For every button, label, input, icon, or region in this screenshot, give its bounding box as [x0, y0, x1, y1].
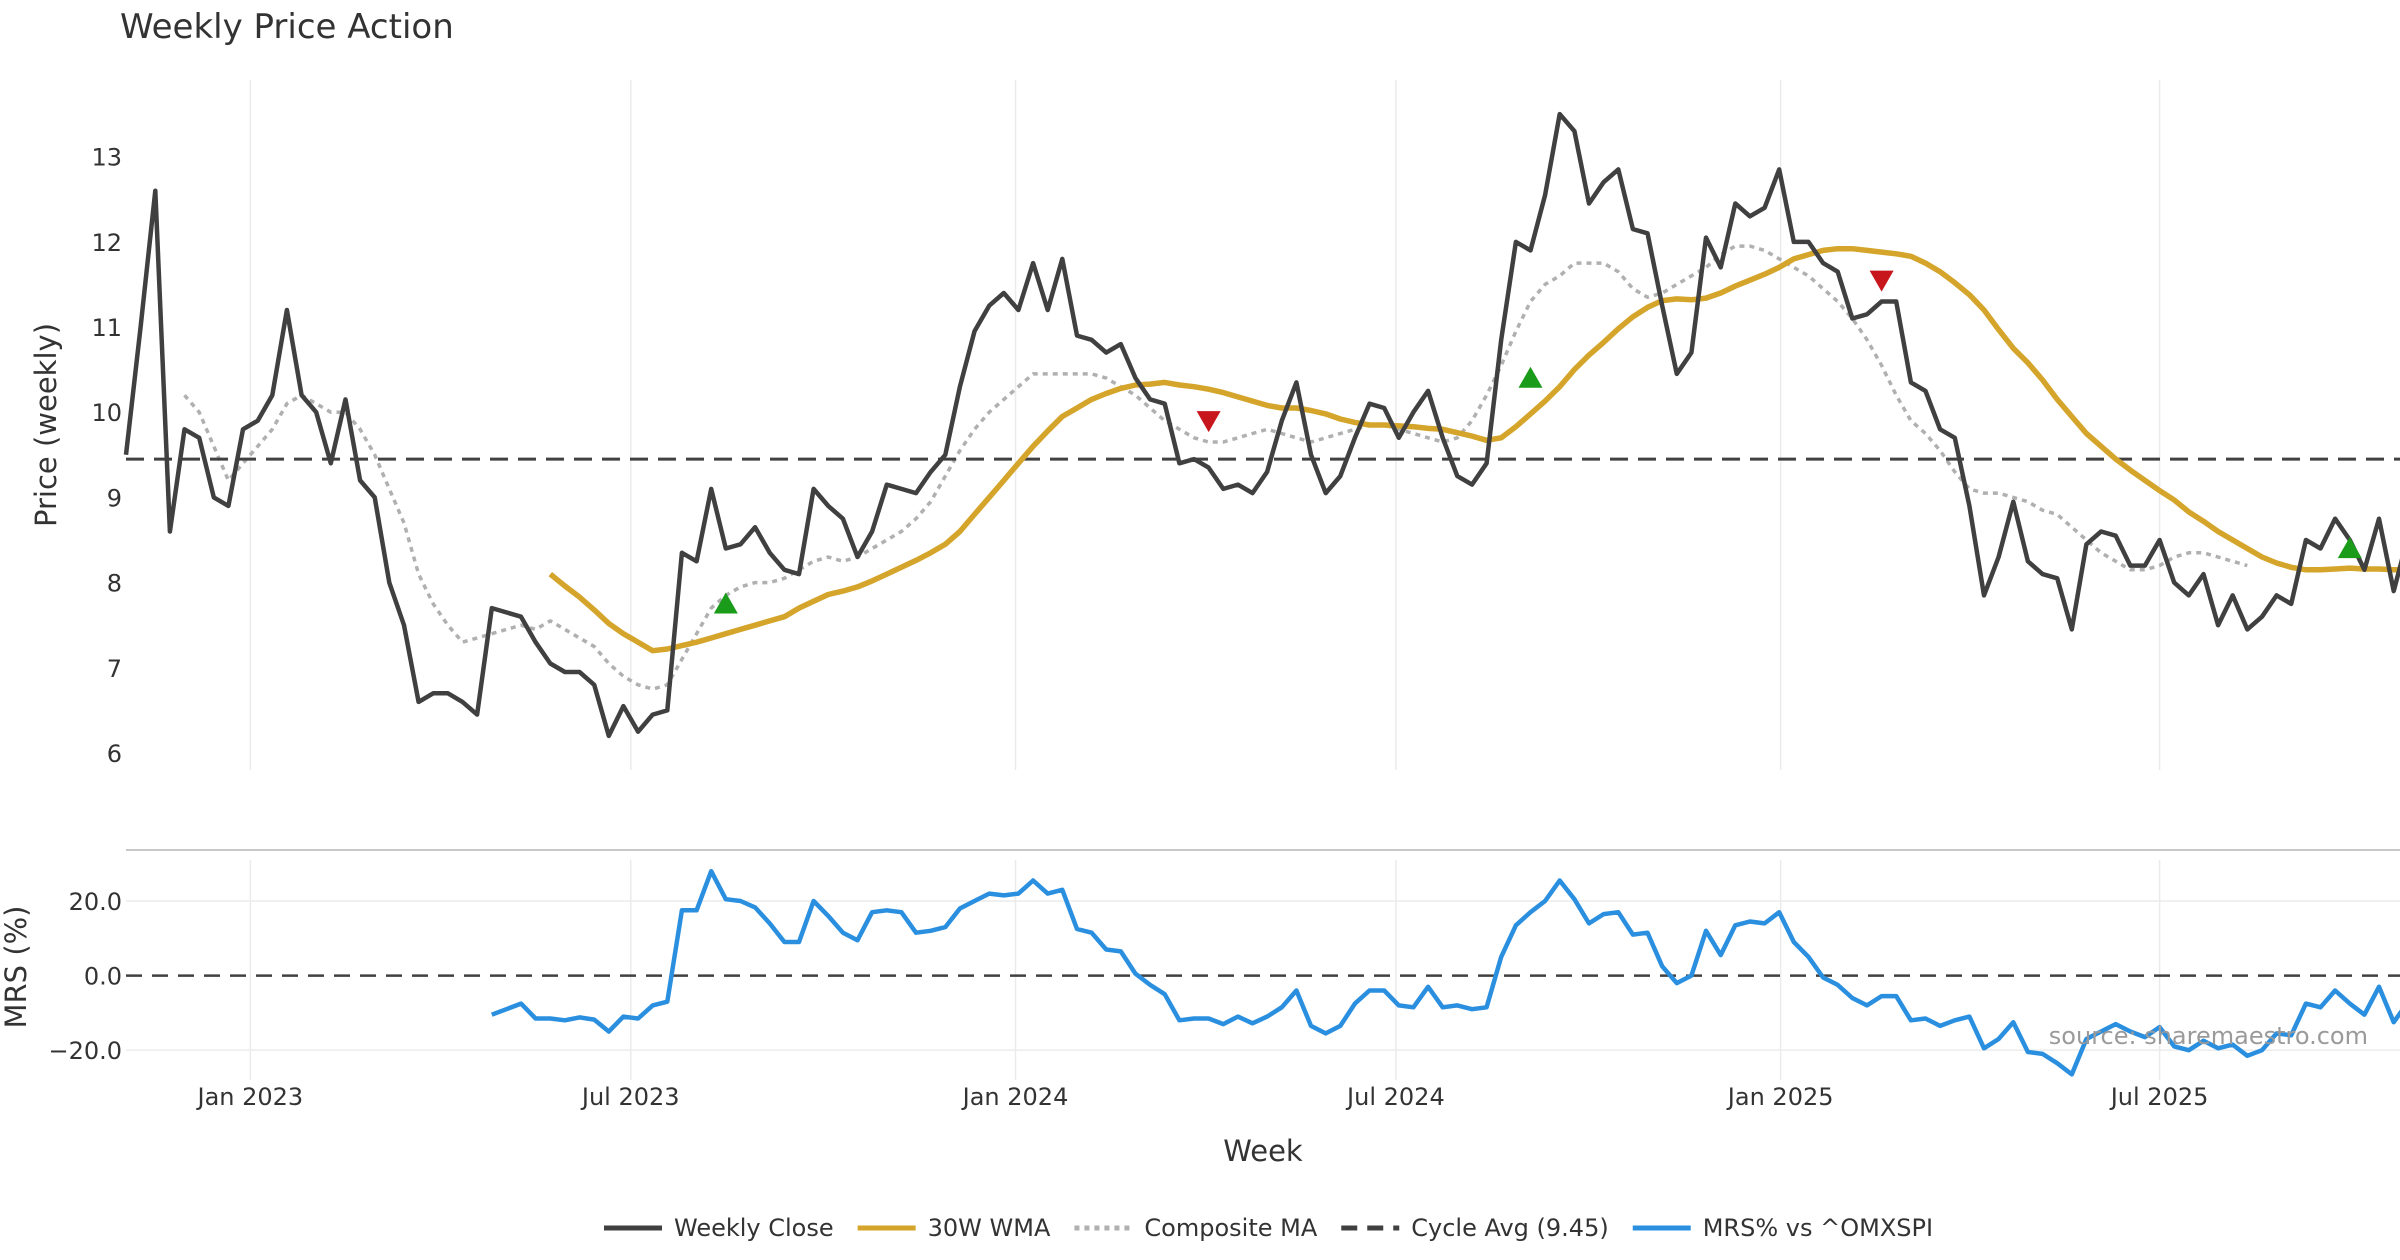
legend-label: Composite MA — [1144, 1214, 1317, 1242]
sell-signal-marker — [1869, 270, 1894, 292]
price-y-tick: 13 — [91, 144, 122, 172]
wma-30w-line — [548, 245, 2400, 654]
price-y-tick-labels: 6 7 8 9 10 11 12 13 — [91, 144, 122, 768]
price-y-tick: 12 — [91, 229, 122, 257]
mrs-gridlines — [126, 860, 2400, 1080]
legend-label: Cycle Avg (9.45) — [1411, 1214, 1608, 1242]
chart-title: Weekly Price Action — [120, 7, 454, 47]
legend: Weekly Close 30W WMA Composite MA Cycle Avg… — [604, 1214, 1933, 1242]
price-series — [123, 111, 2400, 739]
legend-label: 30W WMA — [928, 1214, 1051, 1242]
price-y-tick: 9 — [107, 484, 122, 512]
price-y-tick: 8 — [107, 570, 122, 598]
price-y-axis-label: Price (weekly) — [29, 323, 63, 527]
mrs-y-axis-label: MRS (%) — [0, 906, 33, 1029]
sell-signal-marker — [1196, 411, 1221, 433]
price-y-tick: 10 — [91, 399, 122, 427]
weekly-close-line — [123, 111, 2400, 739]
mrs-y-tick: 20.0 — [69, 888, 122, 916]
legend-item: MRS% vs ^OMXSPI — [1632, 1214, 1933, 1242]
legend-item: 30W WMA — [857, 1214, 1051, 1242]
price-y-tick: 7 — [107, 655, 122, 683]
mrs-y-tick: −20.0 — [48, 1037, 122, 1065]
mrs-y-tick: 0.0 — [84, 963, 122, 991]
mrs-panel: −20.0 0.0 20.0 MRS (%) source: sharemaestr… — [0, 860, 2400, 1080]
price-panel: 6 7 8 9 10 11 12 13 Price (weekly) — [29, 80, 2400, 770]
x-tick-label: Jan 2025 — [1726, 1083, 1834, 1111]
legend-item: Composite MA — [1074, 1214, 1318, 1242]
x-tick-label: Jul 2025 — [2109, 1083, 2209, 1111]
legend-item: Cycle Avg (9.45) — [1341, 1214, 1609, 1242]
buy-signal-marker — [713, 592, 738, 614]
legend-item: Weekly Close — [604, 1214, 834, 1242]
x-tick-label: Jul 2024 — [1345, 1083, 1445, 1111]
price-y-tick: 6 — [107, 740, 122, 768]
x-axis-label: Week — [1223, 1134, 1303, 1168]
price-gridlines — [249, 80, 2161, 770]
buy-signal-marker — [2337, 537, 2362, 559]
mrs-y-tick-labels: −20.0 0.0 20.0 — [48, 888, 122, 1065]
source-watermark: source: sharemaestro.com — [2049, 1022, 2368, 1050]
x-tick-labels: Jan 2023 Jul 2023 Jan 2024 Jul 2024 Jan 2025… — [196, 1083, 2209, 1111]
x-tick-label: Jul 2023 — [580, 1083, 680, 1111]
mrs-line — [491, 868, 2400, 1077]
price-y-tick: 11 — [91, 314, 122, 342]
legend-label: Weekly Close — [674, 1214, 834, 1242]
x-tick-label: Jan 2024 — [961, 1083, 1069, 1111]
x-tick-label: Jan 2023 — [196, 1083, 304, 1111]
buy-signal-marker — [1518, 366, 1543, 388]
legend-label: MRS% vs ^OMXSPI — [1703, 1214, 1933, 1242]
mrs-series — [491, 868, 2400, 1077]
signal-markers — [713, 270, 2362, 614]
composite-ma-line — [183, 244, 2248, 691]
